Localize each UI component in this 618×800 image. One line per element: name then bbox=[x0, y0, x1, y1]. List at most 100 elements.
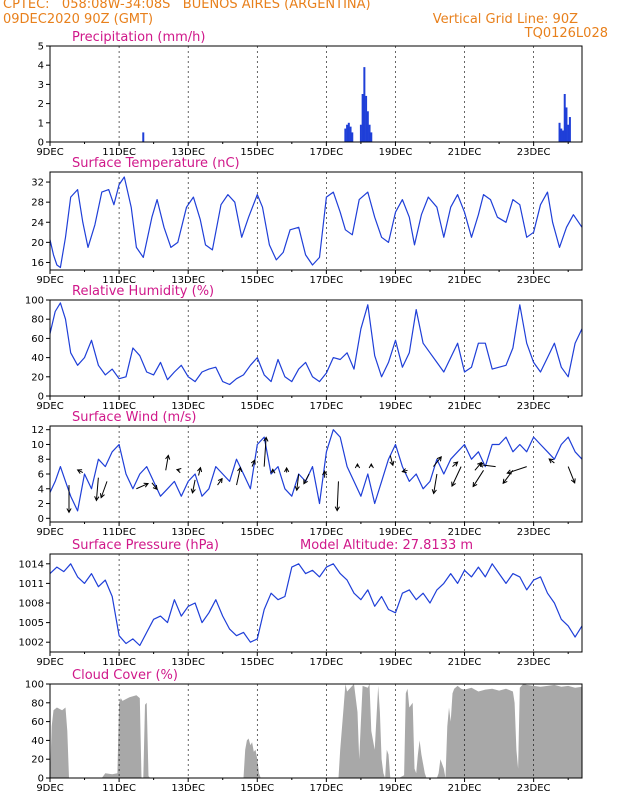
wind-vector-head bbox=[152, 484, 158, 491]
wind-vector-head bbox=[334, 506, 340, 512]
temp-xtick-label: 21DEC bbox=[448, 275, 482, 286]
precip-ytick-label: 0 bbox=[38, 138, 44, 149]
temp-xtick-label: 15DEC bbox=[240, 275, 274, 286]
wind-vector-head bbox=[451, 481, 456, 488]
wind-vector-head bbox=[175, 468, 182, 474]
wind-xtick-label: 17DEC bbox=[309, 527, 343, 538]
pressure-ytick-label: 1005 bbox=[19, 618, 44, 629]
precip-xtick-label: 13DEC bbox=[171, 147, 205, 158]
rh-xtick-label: 9DEC bbox=[36, 401, 63, 412]
pressure-xtick-label: 15DEC bbox=[240, 657, 274, 668]
wind-vector bbox=[263, 437, 267, 467]
cloud-xtick-label: 13DEC bbox=[171, 783, 205, 794]
pressure-ytick-label: 1002 bbox=[19, 638, 44, 649]
wind-vector bbox=[192, 479, 196, 494]
wind-vector-head bbox=[453, 461, 459, 467]
temp-xtick-label: 11DEC bbox=[102, 275, 136, 286]
wind-vector bbox=[217, 478, 223, 486]
wind-vector bbox=[95, 477, 99, 501]
rh-frame bbox=[49, 299, 583, 397]
pressure-xtick-label: 9DEC bbox=[36, 657, 63, 668]
wind-vector bbox=[502, 470, 514, 484]
cloud-xtick-label: 19DEC bbox=[379, 783, 413, 794]
wind-vector-head bbox=[472, 482, 478, 488]
rh-ytick-label: 40 bbox=[31, 353, 44, 364]
cloud-ytick-label: 40 bbox=[31, 736, 44, 747]
wind-vector bbox=[389, 455, 394, 466]
cloud-frame bbox=[49, 683, 583, 779]
cloud-xtick-label: 15DEC bbox=[240, 783, 274, 794]
precip-bar bbox=[568, 117, 571, 142]
wind-xtick-label: 23DEC bbox=[517, 527, 551, 538]
rh-xtick-label: 15DEC bbox=[240, 401, 274, 412]
precip-xtick-label: 11DEC bbox=[102, 147, 136, 158]
wind-vector-head bbox=[354, 462, 361, 469]
wind-xtick-label: 9DEC bbox=[36, 527, 63, 538]
precip-title: Precipitation (mm/h) bbox=[72, 30, 205, 45]
rh-series-line bbox=[49, 302, 583, 386]
pressure-ytick-label: 1014 bbox=[19, 559, 44, 570]
wind-vector-head bbox=[436, 456, 442, 462]
precip-bar bbox=[349, 126, 352, 142]
precip-xtick-label: 21DEC bbox=[448, 147, 482, 158]
wind-vector bbox=[433, 456, 442, 467]
wind-vector-head bbox=[303, 479, 308, 485]
cloud-cover-area bbox=[50, 684, 582, 778]
header-date: 09DEC2020 90Z (GMT) bbox=[3, 12, 154, 27]
wind-vector-head bbox=[217, 477, 223, 484]
wind-vector-head bbox=[66, 508, 72, 514]
pressure-ytick-label: 1011 bbox=[19, 579, 44, 590]
wind-vector-head bbox=[389, 460, 395, 467]
rh-xtick-label: 17DEC bbox=[309, 401, 343, 412]
wind-vector bbox=[472, 470, 484, 487]
wind-vector-head bbox=[165, 454, 171, 460]
precip-ytick-label: 1 bbox=[38, 118, 44, 129]
wind-ytick-label: 12 bbox=[31, 425, 44, 436]
wind-vector-head bbox=[270, 468, 276, 474]
wind-vector-head bbox=[506, 469, 512, 475]
pressure-xtick-label: 17DEC bbox=[309, 657, 343, 668]
temp-xtick-label: 23DEC bbox=[517, 275, 551, 286]
wind-vector bbox=[451, 466, 462, 487]
wind-vector-head bbox=[76, 469, 83, 474]
wind-vector bbox=[296, 473, 300, 491]
wind-ytick-label: 0 bbox=[38, 514, 44, 525]
wind-ytick-label: 8 bbox=[38, 455, 44, 466]
pressure-annotation: Model Altitude: 27.8133 m bbox=[300, 538, 473, 553]
wind-vector bbox=[303, 473, 310, 484]
header-grid-note: Vertical Grid Line: 90Z bbox=[432, 12, 578, 27]
wind-xtick-label: 15DEC bbox=[240, 527, 274, 538]
wind-vector-head bbox=[250, 459, 256, 465]
wind-vector bbox=[479, 464, 496, 468]
wind-vector-head bbox=[431, 489, 437, 495]
precip-xtick-label: 23DEC bbox=[517, 147, 551, 158]
wind-ytick-label: 10 bbox=[31, 440, 44, 451]
cloud-ytick-label: 80 bbox=[31, 698, 44, 709]
cloud-ytick-label: 60 bbox=[31, 717, 44, 728]
wind-xtick-label: 11DEC bbox=[102, 527, 136, 538]
pressure-series-line bbox=[49, 563, 583, 647]
wind-series-line bbox=[49, 429, 583, 512]
rh-ytick-label: 60 bbox=[31, 334, 44, 345]
header-run-code: TQ0126L028 bbox=[524, 26, 608, 41]
pressure-xtick-label: 19DEC bbox=[379, 657, 413, 668]
temp-ytick-label: 20 bbox=[31, 238, 44, 249]
precip-xtick-label: 17DEC bbox=[309, 147, 343, 158]
precip-xtick-label: 9DEC bbox=[36, 147, 63, 158]
temp-series-line bbox=[49, 176, 583, 269]
precip-bar bbox=[361, 94, 364, 142]
wind-vector-head bbox=[284, 466, 290, 473]
precip-ytick-label: 5 bbox=[38, 42, 44, 53]
temp-xtick-label: 17DEC bbox=[309, 275, 343, 286]
wind-xtick-label: 19DEC bbox=[379, 527, 413, 538]
rh-xtick-label: 21DEC bbox=[448, 401, 482, 412]
rh-xtick-label: 23DEC bbox=[517, 401, 551, 412]
precip-frame bbox=[49, 45, 583, 143]
wind-vector bbox=[151, 482, 158, 490]
precip-bar bbox=[562, 130, 564, 142]
pressure-ytick-label: 1008 bbox=[19, 599, 44, 610]
rh-ytick-label: 100 bbox=[25, 296, 44, 307]
wind-ytick-label: 4 bbox=[38, 484, 44, 495]
cloud-xtick-label: 21DEC bbox=[448, 783, 482, 794]
